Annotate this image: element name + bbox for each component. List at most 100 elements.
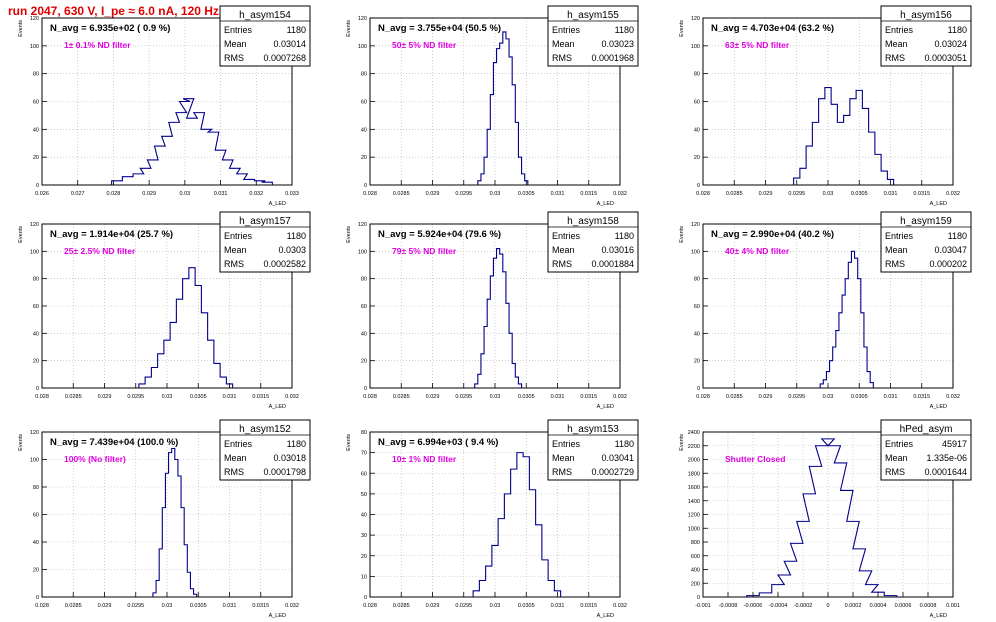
stats-key: Entries [885,231,914,241]
x-tick-label: 0.0285 [726,191,743,197]
x-tick-label: 0.0315 [252,603,269,609]
x-tick-label: 0.032 [613,191,627,197]
x-tick-label: 0.03 [823,394,834,400]
x-tick-label: 0.029 [759,394,773,400]
stats-key: Entries [224,439,253,449]
y-tick-label: 100 [691,249,700,255]
stats-key: RMS [224,259,244,269]
y-tick-label: 40 [33,540,39,546]
stats-key: Entries [552,231,581,241]
x-tick-label: 0.029 [426,394,440,400]
x-tick-label: 0.029 [142,191,156,197]
stats-key: Mean [885,245,908,255]
stats-value: 0.0002729 [591,467,634,477]
y-tick-label: 120 [691,16,700,22]
y-tick-label: 40 [361,331,367,337]
x-tick-label: 0.032 [946,191,960,197]
x-axis-label: A_LED [930,201,947,207]
x-tick-label: 0.03 [490,603,501,609]
histogram-line [152,447,198,597]
x-tick-label: -0.001 [695,603,711,609]
histogram-line [793,87,895,185]
x-tick-label: 0.028 [363,603,377,609]
stats-box [880,419,972,481]
x-tick-label: 0.0295 [455,191,472,197]
stats-key: RMS [552,53,572,63]
y-tick-label: 0 [697,595,700,601]
y-tick-label: 0 [364,386,367,392]
x-tick-label: 0.033 [285,191,299,197]
y-tick-label: 200 [691,581,700,587]
x-tick-label: 0.032 [613,603,627,609]
stats-key: Mean [885,453,908,463]
y-tick-label: 1200 [688,513,700,519]
x-tick-label: 0.0285 [65,603,82,609]
y-tick-label: 400 [691,568,700,574]
histogram-line [472,452,562,597]
stats-value: 1180 [287,231,306,241]
x-tick-label: 0.0315 [913,394,930,400]
stats-value: 1180 [287,25,306,35]
note-label: 100% (No filter) [64,454,126,464]
x-tick-label: 0.029 [98,394,112,400]
y-tick-label: 1000 [688,526,700,532]
histogram-line [111,98,273,185]
stats-key: RMS [552,259,572,269]
stats-value: 45917 [942,439,967,449]
stats-title: h_asym159 [900,216,952,227]
stats-value: 0.0303 [278,245,306,255]
stats-key: Entries [885,25,914,35]
x-tick-label: 0.001 [946,603,960,609]
y-tick-label: 80 [361,277,367,283]
x-tick-label: 0.0285 [65,394,82,400]
x-tick-label: -0.0002 [794,603,813,609]
y-tick-label: 0 [36,183,39,189]
y-axis-label: Events [18,434,24,451]
stats-value: 0.03016 [601,245,634,255]
stats-box [880,211,972,273]
y-tick-label: 100 [30,249,39,255]
stats-value: 0.03041 [601,453,634,463]
x-tick-label: 0.029 [759,191,773,197]
x-tick-label: 0.0315 [580,191,597,197]
panel-h_asym157: 0.028 0.0285 0.029 0.0295 0.03 0.0305 0.031 0.0… [18,211,311,410]
x-tick-label: 0.0305 [518,394,535,400]
y-tick-label: 0 [697,386,700,392]
y-tick-label: 100 [691,44,700,50]
y-axis-label: Events [18,20,24,37]
stats-value: 0.03023 [601,39,634,49]
y-tick-label: 40 [361,127,367,133]
x-tick-label: 0.0295 [788,191,805,197]
stats-key: RMS [885,53,905,63]
stats-box [219,5,311,67]
y-tick-label: 60 [361,304,367,310]
stats-key: Mean [224,39,247,49]
y-tick-label: 60 [361,471,367,477]
y-tick-label: 100 [358,249,367,255]
stats-key: Entries [552,25,581,35]
x-tick-label: 0.028 [35,603,49,609]
stats-key: Mean [552,39,575,49]
x-tick-label: -0.0008 [719,603,738,609]
stats-key: RMS [224,53,244,63]
x-tick-label: 0.031 [214,191,228,197]
x-tick-label: 0.03 [179,191,190,197]
y-tick-label: 20 [361,155,367,161]
x-axis-label: A_LED [930,404,947,410]
x-tick-label: 0.03 [162,394,173,400]
panel-h_asym156: 0.028 0.0285 0.029 0.0295 0.03 0.0305 0.031 0.0… [679,5,972,207]
y-tick-label: 120 [691,222,700,228]
stats-value: 0.0001798 [263,467,306,477]
headline-label: N_avg = 4.703e+04 (63.2 %) [711,23,834,34]
stats-value: 1180 [615,231,634,241]
x-tick-label: 0.0285 [393,191,410,197]
headline-label: N_avg = 2.990e+04 (40.2 %) [711,229,834,240]
x-tick-label: 0.032 [946,394,960,400]
x-tick-label: 0.026 [35,191,49,197]
x-tick-label: 0.0295 [455,394,472,400]
y-axis-label: Events [18,226,24,243]
headline-label: N_avg = 6.994e+03 ( 9.4 %) [378,437,498,448]
x-tick-label: 0.03 [823,191,834,197]
x-tick-label: 0.03 [490,394,501,400]
x-tick-label: 0.0004 [870,603,887,609]
